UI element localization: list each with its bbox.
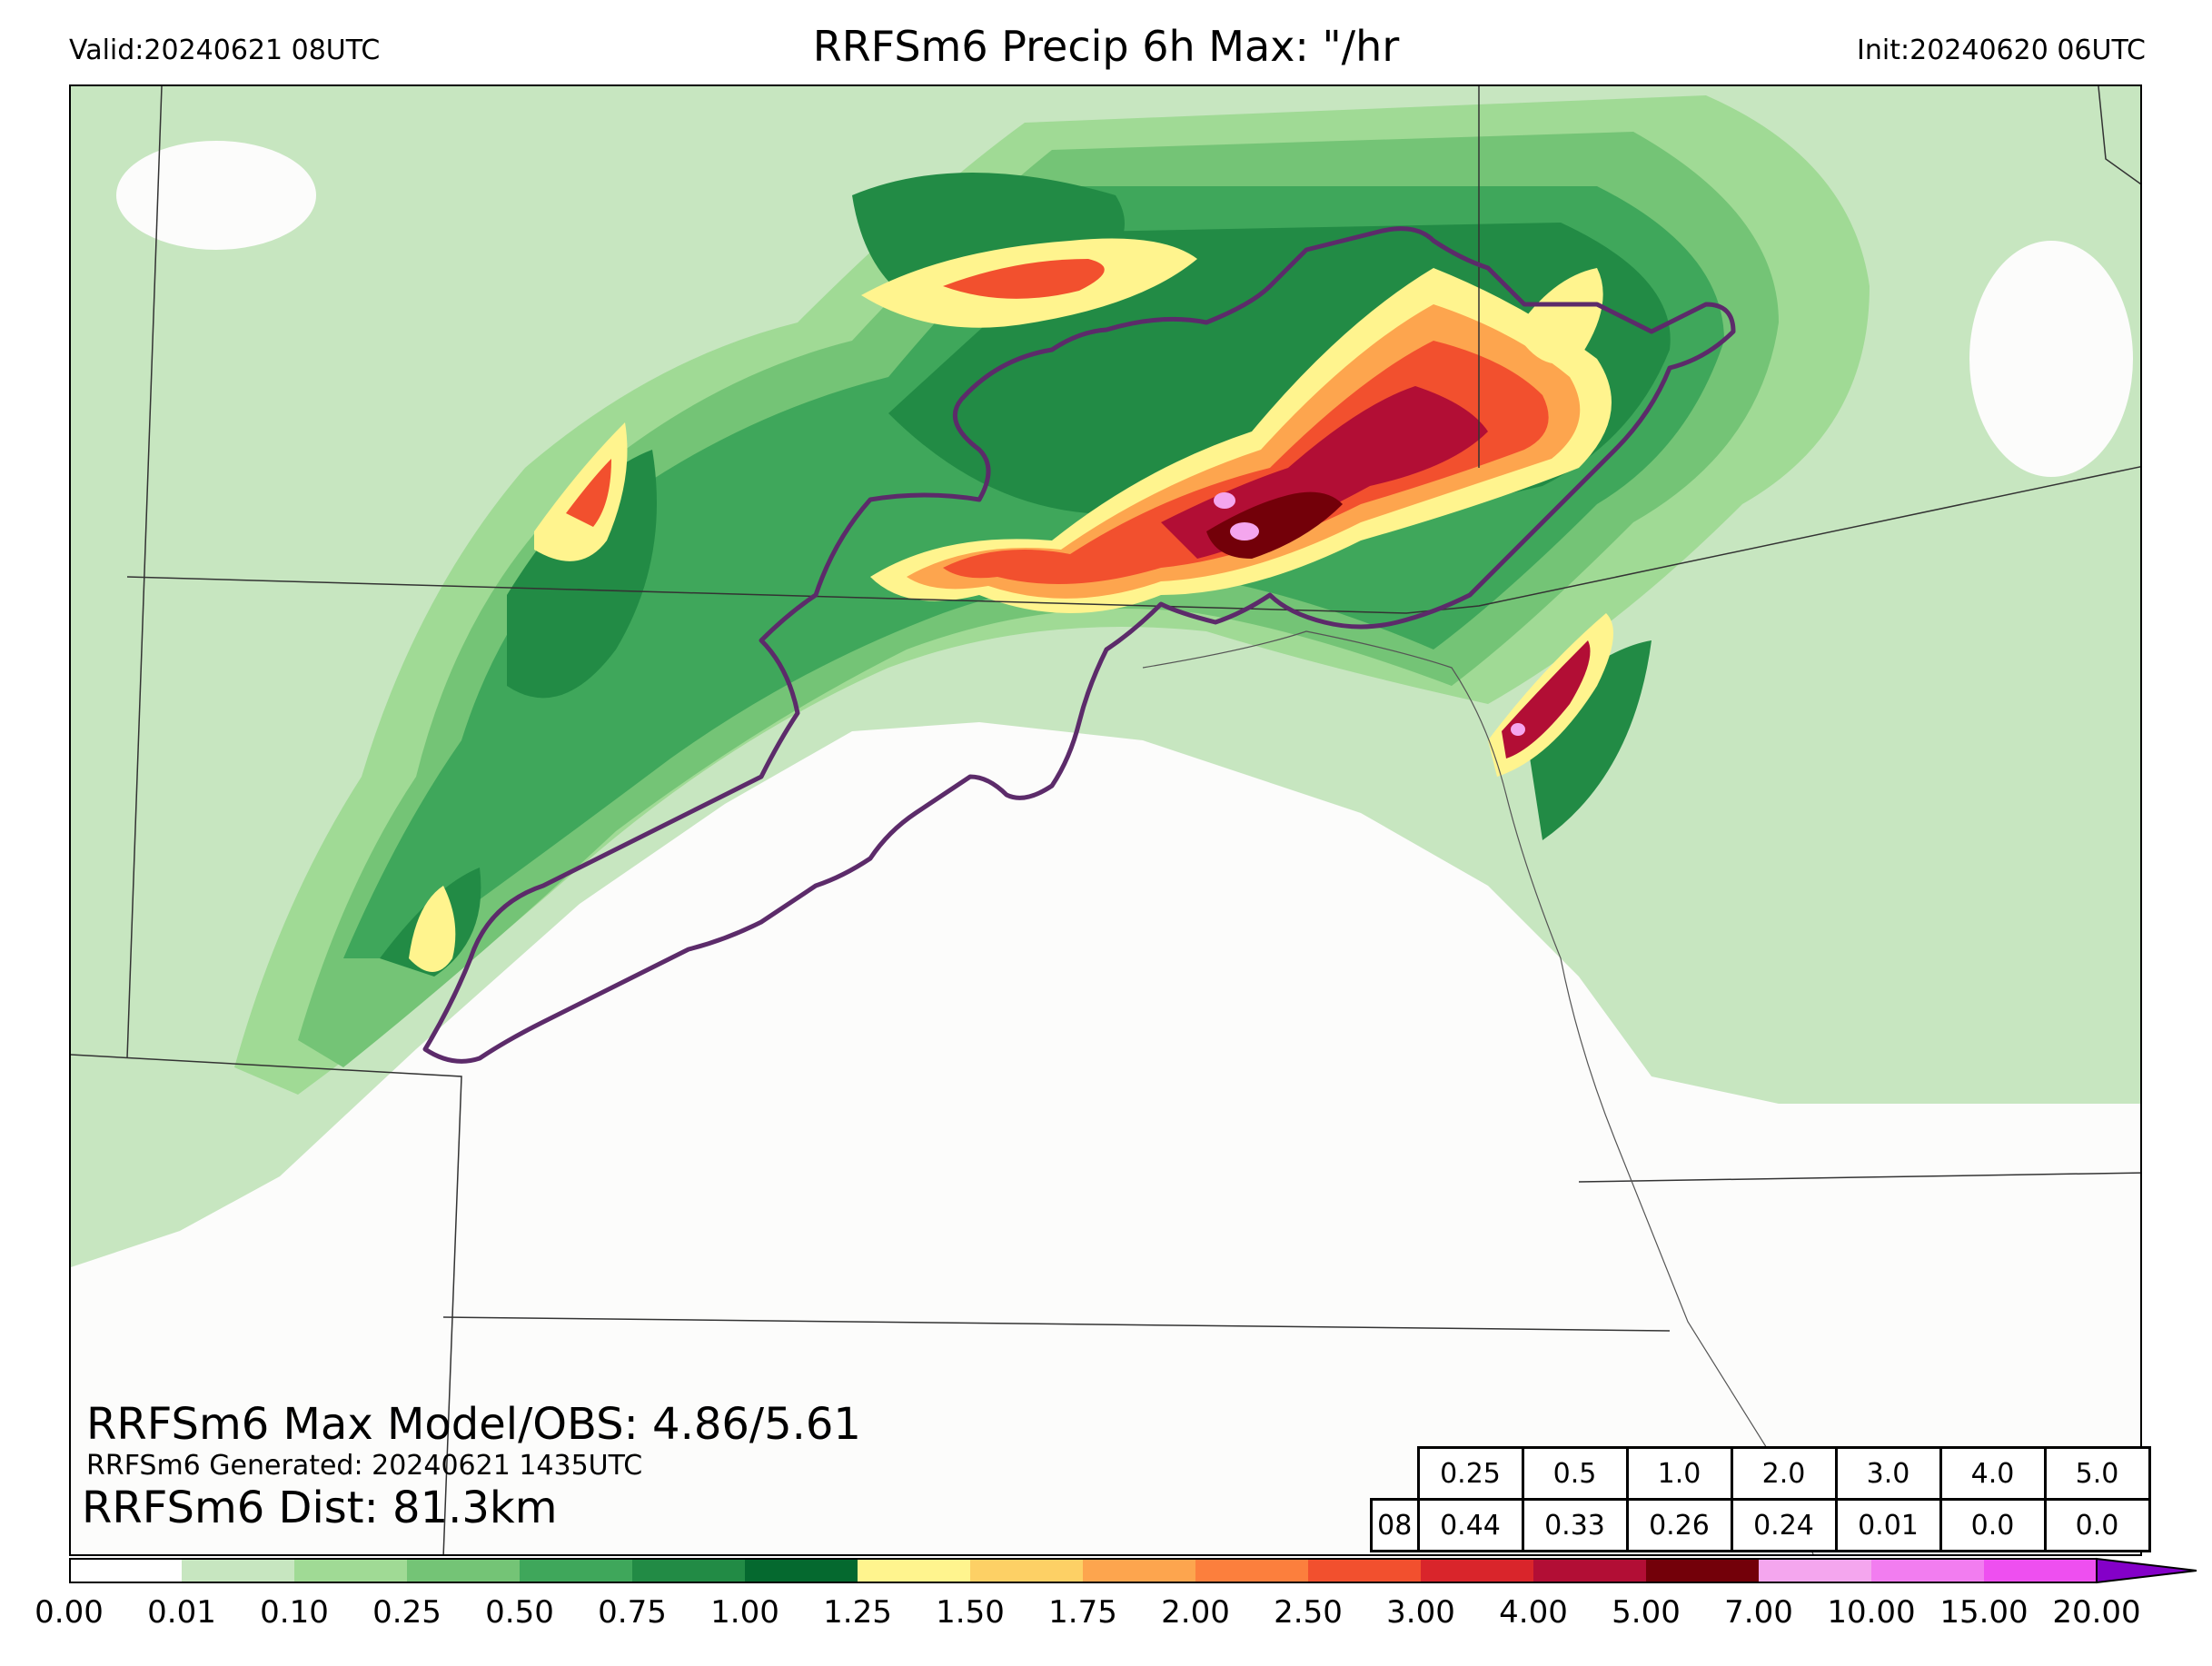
distance-label: RRFSm6 Dist: 81.3km — [82, 1483, 558, 1533]
threshold-header: 1.0 — [1625, 1446, 1733, 1501]
colorbar-tick-label: 0.75 — [598, 1594, 667, 1631]
table-corner — [1372, 1448, 1419, 1500]
threshold-value: 0.24 — [1730, 1498, 1838, 1552]
colorbar-segment — [1195, 1559, 1309, 1582]
colorbar-segment — [294, 1559, 408, 1582]
colorbar-extend-arrow — [2096, 1557, 2197, 1584]
colorbar-segment — [520, 1559, 633, 1582]
colorbar-tick-label: 0.00 — [35, 1594, 104, 1631]
threshold-value: 0.44 — [1416, 1498, 1524, 1552]
precip-band-northwest — [507, 450, 657, 699]
colorbar-frame — [69, 1558, 2098, 1583]
colorbar-tick-label: 10.00 — [1827, 1594, 1916, 1631]
colorbar-ticks: 0.00 0.01 0.10 0.25 0.50 0.75 1.00 1.25 1.50 1.75… — [0, 1594, 2212, 1649]
colorbar-tick-label: 2.50 — [1274, 1594, 1343, 1631]
threshold-header-row: 0.25 0.5 1.0 2.0 3.0 4.0 5.0 — [1372, 1446, 2151, 1501]
river-lines — [1142, 630, 1814, 1554]
colorbar-tick-label: 0.01 — [147, 1594, 216, 1631]
precip-cell-northeast — [1515, 268, 1603, 364]
colorbar-tick-label: 7.00 — [1724, 1594, 1793, 1631]
colorbar-tick-label: 0.10 — [260, 1594, 329, 1631]
threshold-value: 0.0 — [2043, 1498, 2151, 1552]
precip-core-300 — [1206, 491, 1343, 559]
colorbar-tick-label: 2.00 — [1161, 1594, 1230, 1631]
map-title: RRFSm6 Precip 6h Max: "/hr — [812, 22, 1400, 71]
colorbar-segment — [407, 1559, 521, 1582]
colorbar-tick-label: 15.00 — [1939, 1594, 2028, 1631]
colorbar-segment — [1083, 1559, 1196, 1582]
threshold-table: 0.25 0.5 1.0 2.0 3.0 4.0 5.0 08 0.44 0.3… — [1370, 1446, 2151, 1552]
threshold-header: 3.0 — [1834, 1446, 1942, 1501]
colorbar-tick-label: 1.75 — [1048, 1594, 1117, 1631]
outlook-outline — [422, 226, 1736, 1064]
colorbar-tick-label: 5.00 — [1612, 1594, 1681, 1631]
threshold-header: 5.0 — [2043, 1446, 2151, 1501]
threshold-value-row: 08 0.44 0.33 0.26 0.24 0.01 0.0 0.0 — [1370, 1498, 2151, 1552]
clear-patch-east — [1969, 241, 2133, 477]
threshold-header: 2.0 — [1730, 1446, 1838, 1501]
colorbar-segment — [1308, 1559, 1422, 1582]
map-canvas — [71, 86, 2140, 1554]
colorbar-segment — [970, 1559, 1084, 1582]
colorbar-tick-label: 0.25 — [372, 1594, 441, 1631]
colorbar-segment — [1759, 1559, 1872, 1582]
colorbar-segment — [69, 1559, 183, 1582]
threshold-header: 0.25 — [1416, 1446, 1524, 1501]
colorbar-tick-label: 0.50 — [485, 1594, 554, 1631]
threshold-value: 0.26 — [1625, 1498, 1733, 1552]
colorbar-segment — [1533, 1559, 1647, 1582]
threshold-header: 0.5 — [1521, 1446, 1629, 1501]
colorbar-segment — [1421, 1559, 1534, 1582]
init-time-label: Init:20240620 06UTC — [1857, 35, 2146, 66]
colorbar — [69, 1557, 2197, 1584]
threshold-value: 0.0 — [1939, 1498, 2047, 1552]
valid-time-label: Valid:20240621 08UTC — [69, 35, 381, 66]
generated-time-label: RRFSm6 Generated: 20240621 1435UTC — [86, 1450, 643, 1482]
colorbar-tick-label: 1.50 — [936, 1594, 1005, 1631]
precip-map — [69, 84, 2142, 1556]
colorbar-tick-label: 3.00 — [1386, 1594, 1455, 1631]
colorbar-segment — [1871, 1559, 1985, 1582]
precip-band-north-red — [943, 259, 1105, 299]
colorbar-tick-label: 1.00 — [710, 1594, 779, 1631]
colorbar-segment — [632, 1559, 746, 1582]
colorbar-segment — [858, 1559, 971, 1582]
colorbar-segment — [1984, 1559, 2098, 1582]
precip-band-east — [1524, 640, 1652, 840]
colorbar-segment — [1646, 1559, 1760, 1582]
precip-peak-2 — [1214, 492, 1235, 509]
precip-peak — [1230, 522, 1259, 540]
precip-cell-east-peak — [1511, 723, 1525, 736]
precip-cell-west-red — [566, 459, 611, 527]
threshold-value: 0.33 — [1521, 1498, 1629, 1552]
precip-cell-west — [534, 422, 628, 561]
max-model-obs-label: RRFSm6 Max Model/OBS: 4.86/5.61 — [86, 1399, 861, 1450]
colorbar-tick-label: 4.00 — [1499, 1594, 1568, 1631]
colorbar-segment — [745, 1559, 858, 1582]
colorbar-tick-label: 1.25 — [823, 1594, 892, 1631]
threshold-value: 0.01 — [1834, 1498, 1942, 1552]
colorbar-segment — [182, 1559, 295, 1582]
colorbar-tick-label: 20.00 — [2052, 1594, 2141, 1631]
clear-patch-west — [116, 141, 316, 250]
row-label: 08 — [1370, 1498, 1420, 1552]
threshold-header: 4.0 — [1939, 1446, 2047, 1501]
precip-cell-southwest — [409, 886, 456, 972]
